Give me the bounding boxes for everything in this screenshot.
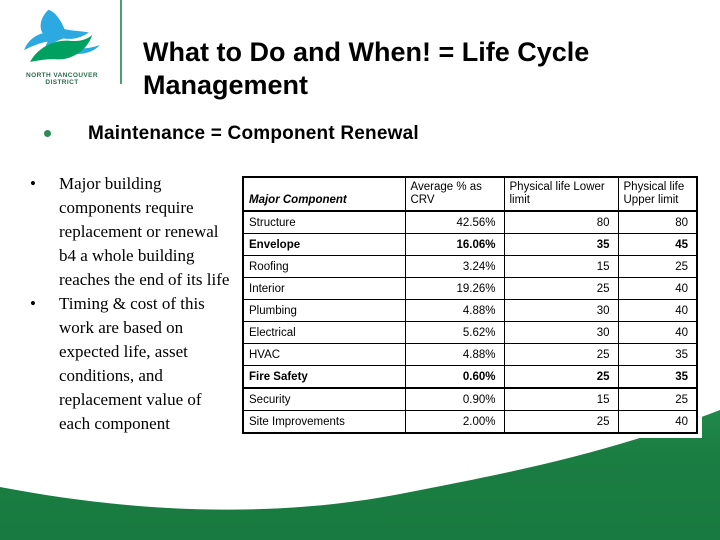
cell-avg: 2.00% (404, 410, 505, 434)
cell-avg: 0.60% (404, 365, 505, 389)
table-row: Site Improvements 2.00% 25 40 (242, 410, 698, 434)
cell-lower: 25 (503, 343, 619, 366)
cell-upper: 40 (617, 321, 698, 344)
cell-upper: 25 (617, 255, 698, 278)
table-row: Electrical 5.62% 30 40 (242, 321, 698, 344)
cell-component: Electrical (242, 321, 406, 344)
subtitle-bullet: Maintenance = Component Renewal (44, 123, 419, 145)
table-row: Structure 42.56% 80 80 (242, 210, 698, 234)
body-bullet-1: Major building components require replac… (28, 172, 233, 292)
cell-lower: 30 (503, 321, 619, 344)
cell-lower: 80 (503, 210, 619, 234)
cell-lower: 15 (503, 387, 619, 411)
header-major-component: Major Component (242, 176, 406, 212)
cell-avg: 0.90% (404, 387, 505, 411)
cell-upper: 45 (617, 233, 698, 256)
cell-avg: 5.62% (404, 321, 505, 344)
cell-avg: 4.88% (404, 299, 505, 322)
cell-component: Roofing (242, 255, 406, 278)
cell-upper: 25 (617, 387, 698, 411)
cell-avg: 19.26% (404, 277, 505, 300)
body-bullet-list: Major building components require replac… (28, 172, 233, 436)
cell-avg: 42.56% (404, 210, 505, 234)
table-row: Fire Safety 0.60% 25 35 (242, 365, 698, 389)
cell-component: Interior (242, 277, 406, 300)
cell-lower: 15 (503, 255, 619, 278)
header-average-crv: Average % as CRV (404, 176, 505, 212)
cell-avg: 3.24% (404, 255, 505, 278)
cell-lower: 25 (503, 277, 619, 300)
header-upper-limit: Physical life Upper limit (617, 176, 698, 212)
cell-component: Security (242, 387, 406, 411)
cell-upper: 40 (617, 299, 698, 322)
table-row: HVAC 4.88% 25 35 (242, 343, 698, 366)
table-header-row: Major Component Average % as CRV Physica… (242, 176, 698, 212)
header-lower-limit: Physical life Lower limit (503, 176, 619, 212)
table-row: Security 0.90% 15 25 (242, 387, 698, 411)
cell-lower: 25 (503, 365, 619, 389)
cell-component: Site Improvements (242, 410, 406, 434)
cell-component: Structure (242, 210, 406, 234)
cell-upper: 80 (617, 210, 698, 234)
cell-upper: 40 (617, 410, 698, 434)
title-divider-line (120, 0, 122, 84)
table-row: Interior 19.26% 25 40 (242, 277, 698, 300)
subtitle-text: Maintenance = Component Renewal (88, 123, 419, 144)
table-row: Envelope 16.06% 35 45 (242, 233, 698, 256)
cell-upper: 40 (617, 277, 698, 300)
green-bullet-icon (44, 130, 51, 137)
cell-lower: 35 (503, 233, 619, 256)
cell-component: Envelope (242, 233, 406, 256)
cell-lower: 30 (503, 299, 619, 322)
component-table-body: Structure 42.56% 80 80 Envelope 16.06% 35 45 Roo… (242, 210, 698, 434)
component-table: Major Component Average % as CRV Physica… (242, 176, 698, 434)
district-logo: NORTH VANCOUVER DISTRICT (16, 8, 108, 86)
cell-upper: 35 (617, 365, 698, 389)
cell-component: Fire Safety (242, 365, 406, 389)
cell-avg: 16.06% (404, 233, 505, 256)
table-row: Plumbing 4.88% 30 40 (242, 299, 698, 322)
slide-title: What to Do and When! = Life Cycle Manage… (143, 37, 590, 100)
cell-component: HVAC (242, 343, 406, 366)
cell-lower: 25 (503, 410, 619, 434)
cell-avg: 4.88% (404, 343, 505, 366)
table-row: Roofing 3.24% 15 25 (242, 255, 698, 278)
eagle-icon (24, 9, 100, 62)
cell-component: Plumbing (242, 299, 406, 322)
body-bullet-2: Timing & cost of this work are based on … (28, 292, 233, 436)
logo-caption-line2: DISTRICT (45, 79, 79, 86)
logo-caption-line1: NORTH VANCOUVER (26, 72, 98, 79)
cell-upper: 35 (617, 343, 698, 366)
